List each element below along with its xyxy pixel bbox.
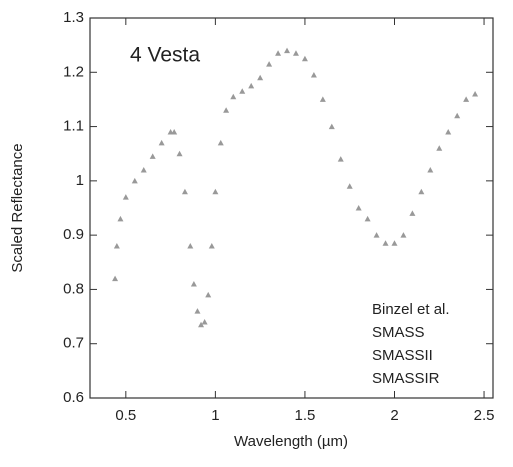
data-point <box>117 215 124 222</box>
data-point <box>275 50 282 56</box>
data-point <box>391 240 398 246</box>
y-tick-label: 1.3 <box>63 9 84 26</box>
data-point <box>190 281 197 287</box>
data-point <box>194 308 201 314</box>
plot-frame <box>89 17 494 399</box>
x-tick-label: 0.5 <box>115 407 136 424</box>
annotation: Binzel et al. <box>372 301 450 318</box>
annotation: SMASS <box>372 324 425 341</box>
data-point <box>230 93 237 100</box>
data-point <box>301 55 308 62</box>
annotation: SMASSIR <box>372 370 440 387</box>
data-point <box>400 232 407 238</box>
y-tick-label: 0.8 <box>63 280 84 297</box>
data-point <box>409 210 416 216</box>
data-point <box>373 232 380 238</box>
y-tick-label: 1.2 <box>63 63 84 80</box>
data-point <box>418 188 425 195</box>
data-point <box>112 275 119 282</box>
data-point <box>319 96 326 102</box>
data-point <box>205 291 212 298</box>
data-point <box>223 107 230 113</box>
data-point <box>445 129 452 135</box>
data-point <box>181 188 188 195</box>
y-tick-label: 0.6 <box>63 389 84 406</box>
y-tick-label: 0.9 <box>63 226 84 243</box>
data-point <box>176 150 183 157</box>
y-tick-label: 0.7 <box>63 335 84 352</box>
data-point <box>364 215 371 222</box>
data-point <box>248 82 255 89</box>
data-point <box>208 243 215 249</box>
data-point <box>292 50 299 56</box>
data-point <box>239 88 246 94</box>
data-point <box>427 167 434 173</box>
y-tick-label: 1.1 <box>63 118 84 135</box>
data-point <box>346 183 353 189</box>
data-point <box>382 240 389 246</box>
y-tick-label: 1 <box>76 172 84 189</box>
chart-title: 4 Vesta <box>130 44 200 67</box>
data-point <box>257 74 264 81</box>
data-point <box>149 153 156 159</box>
y-axis-label: Scaled Reflectance <box>9 143 26 272</box>
x-tick-label: 2.5 <box>474 407 495 424</box>
data-point <box>436 145 443 151</box>
data-point <box>113 243 120 249</box>
data-point <box>187 243 194 249</box>
data-point <box>454 112 461 119</box>
data-point <box>140 167 147 173</box>
data-point <box>217 139 224 146</box>
annotation: SMASSII <box>372 347 433 364</box>
data-point <box>158 139 165 146</box>
data-point <box>463 96 470 102</box>
x-axis-label: Wavelength (µm) <box>234 433 348 450</box>
data-point <box>122 194 129 200</box>
data-point <box>198 321 205 328</box>
data-point <box>171 129 178 135</box>
data-point <box>212 188 219 195</box>
data-point <box>328 123 335 130</box>
x-tick-label: 2 <box>390 407 398 424</box>
data-point <box>284 47 291 54</box>
data-point <box>131 177 138 184</box>
data-point <box>472 91 479 97</box>
x-tick-label: 1 <box>211 407 219 424</box>
data-point <box>201 319 208 325</box>
data-point <box>310 72 317 78</box>
data-point <box>355 205 362 211</box>
data-point <box>337 156 344 162</box>
data-point <box>266 61 273 67</box>
x-tick-label: 1.5 <box>295 407 316 424</box>
